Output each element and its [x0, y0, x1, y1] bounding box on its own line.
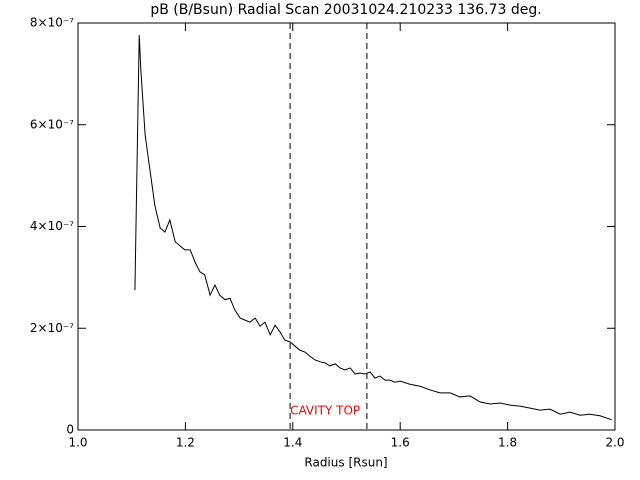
y-tick-label: 0: [66, 423, 74, 437]
chart-title: pB (B/Bsun) Radial Scan 20031024.210233 …: [150, 2, 541, 18]
x-tick-label: 2.0: [605, 436, 624, 450]
x-tick-label: 1.8: [498, 436, 517, 450]
x-tick-label: 1.4: [283, 436, 302, 450]
x-tick-label: 1.0: [68, 436, 87, 450]
y-tick-label: 6×10⁻⁷: [30, 117, 74, 131]
x-tick-label: 1.2: [176, 436, 195, 450]
annotation: CAVITY TOP: [290, 404, 360, 418]
y-tick-label: 2×10⁻⁷: [30, 321, 74, 335]
data-line: [134, 35, 612, 421]
y-tick-label: 4×10⁻⁷: [30, 219, 74, 233]
x-axis-label: Radius [Rsun]: [304, 456, 387, 470]
y-tick-label: 8×10⁻⁷: [30, 16, 74, 30]
x-tick-label: 1.6: [391, 436, 410, 450]
